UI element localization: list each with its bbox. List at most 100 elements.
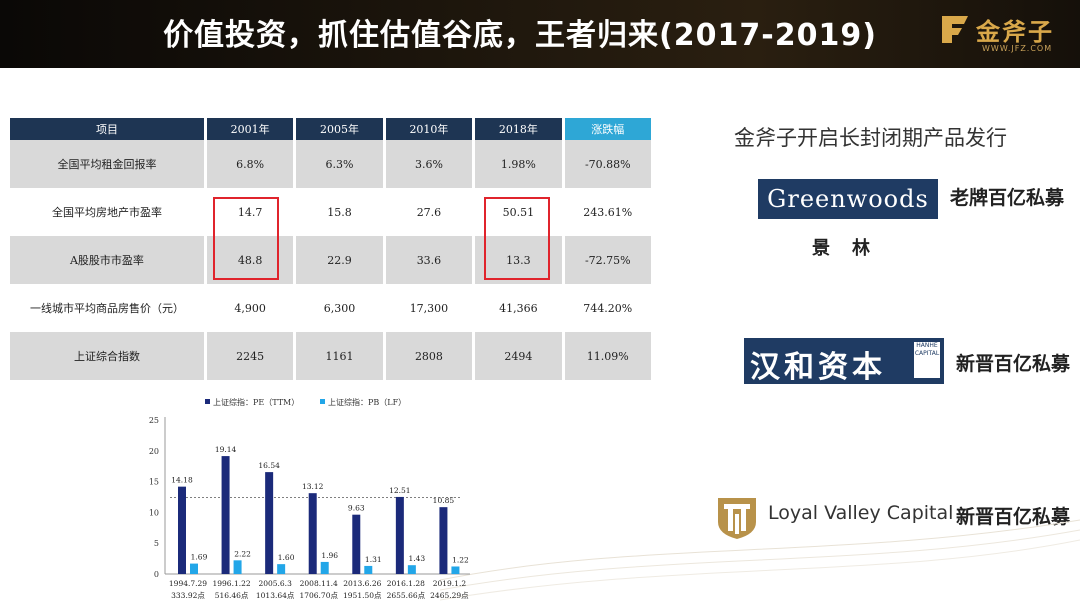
comparison-table: 项目 2001年 2005年 2010年 2018年 涨跌幅 全国平均租金回报率…	[7, 118, 654, 380]
greenwoods-chinese-name: 景林	[812, 238, 892, 259]
table-row: A股股市市盈率 48.8 22.9 33.6 13.3 -72.75%	[10, 236, 651, 284]
legend-entry: 上证综指：PE（TTM）	[213, 397, 299, 407]
chart-bar	[352, 514, 361, 574]
chart-bar	[233, 560, 242, 574]
table-cell: -72.75%	[564, 236, 651, 284]
data-label: 12.51	[389, 486, 410, 495]
table-cell: 27.6	[385, 188, 473, 236]
chart-bar	[308, 493, 317, 574]
data-label: 19.14	[215, 445, 237, 454]
chart-bar	[320, 561, 329, 574]
table-cell: A股股市市盈率	[10, 236, 204, 284]
table-cell: 6,300	[296, 284, 383, 332]
x-tick-label: 2005.6.3	[258, 579, 292, 588]
legend-entry: 上证综指：PB（LF）	[328, 397, 406, 407]
x-tick-sublabel: 2465.29点	[430, 591, 469, 600]
logo-url: WWW.JFZ.COM	[982, 44, 1053, 53]
x-tick-sublabel: 333.92点	[171, 591, 205, 600]
table-cell: 11.09%	[564, 332, 651, 380]
table-cell: 15.8	[296, 188, 383, 236]
column-header: 2005年	[296, 118, 383, 140]
data-label: 1.69	[191, 553, 208, 562]
table-cell: 6.8%	[206, 140, 294, 188]
data-label: 14.18	[171, 476, 193, 485]
chart-bar	[364, 565, 373, 574]
column-header: 涨跌幅	[564, 118, 651, 140]
hanhe-logo-text: 汉和资本	[750, 350, 886, 385]
chart-bar	[221, 456, 230, 574]
x-tick-label: 2013.6.26	[343, 579, 381, 588]
y-tick-label: 20	[149, 447, 159, 456]
chart-bar	[277, 564, 286, 574]
legend-swatch	[205, 399, 210, 404]
y-tick-label: 15	[149, 478, 159, 487]
table-header-row: 项目 2001年 2005年 2010年 2018年 涨跌幅	[10, 118, 651, 140]
loyal-valley-name: Loyal Valley Capital	[768, 502, 954, 524]
table-cell: 一线城市平均商品房售价（元）	[10, 284, 204, 332]
chart-bar	[451, 566, 460, 574]
header-bar: 价值投资，抓住估值谷底，王者归来(2017-2019) 金斧子 WWW.JFZ.…	[0, 0, 1080, 68]
table-cell: 33.6	[385, 236, 473, 284]
table-cell: 全国平均租金回报率	[10, 140, 204, 188]
highlight-box-2018	[484, 197, 550, 280]
chart-bar	[395, 496, 404, 574]
table-row: 全国平均租金回报率 6.8% 6.3% 3.6% 1.98% -70.88%	[10, 140, 651, 188]
table-cell: 2494	[475, 332, 562, 380]
table-cell: 22.9	[296, 236, 383, 284]
fund-label-loyal-valley: 新晋百亿私募	[956, 506, 1071, 528]
legend-swatch	[320, 399, 325, 404]
table-cell: 744.20%	[564, 284, 651, 332]
jfz-logo-icon	[942, 16, 968, 43]
table-row: 全国平均房地产市盈率 14.7 15.8 27.6 50.51 243.61%	[10, 188, 651, 236]
table-cell: 50.51	[475, 188, 562, 236]
x-tick-label: 2019.1.2	[433, 579, 467, 588]
greenwoods-logo: Greenwoods	[758, 179, 938, 219]
data-label: 1.96	[321, 551, 338, 560]
x-tick-sublabel: 1013.64点	[256, 591, 295, 600]
y-tick-label: 25	[149, 416, 159, 425]
column-header: 2018年	[475, 118, 562, 140]
hanhe-capital-logo: 汉和资本 HANHE CAPITAL	[744, 338, 944, 385]
decorative-lines	[440, 519, 1080, 601]
table-cell: 1.98%	[475, 140, 562, 188]
table-cell: 6.3%	[296, 140, 383, 188]
data-label: 1.60	[278, 553, 295, 562]
table-cell: 全国平均房地产市盈率	[10, 188, 204, 236]
data-label: 2.22	[234, 549, 251, 558]
page-title: 价值投资，抓住估值谷底，王者归来(2017-2019)	[163, 18, 877, 53]
x-tick-sublabel: 1706.70点	[299, 591, 338, 600]
column-header: 2001年	[206, 118, 294, 140]
chart-bar	[190, 563, 198, 574]
hanhe-seal: HANHE CAPITAL	[914, 342, 940, 378]
x-tick-sublabel: 1951.50点	[343, 591, 382, 600]
column-header: 项目	[10, 118, 204, 140]
highlight-box-2001	[213, 197, 279, 280]
fund-label-hanhe: 新晋百亿私募	[956, 353, 1071, 375]
data-label: 13.12	[302, 482, 324, 491]
y-tick-label: 5	[154, 539, 159, 548]
table-cell: 41,366	[475, 284, 562, 332]
pe-pb-chart: 上证综指：PE（TTM） 上证综指：PB（LF） 0 5 10 15 20 25 14.18 1.…	[140, 395, 480, 608]
x-tick-label: 2008.11.4	[300, 579, 338, 588]
fund-label-greenwoods: 老牌百亿私募	[950, 187, 1065, 209]
x-tick-sublabel: 516.46点	[215, 591, 249, 600]
jfz-logo: 金斧子 WWW.JFZ.COM	[938, 10, 1073, 58]
chart-bar	[407, 565, 416, 574]
data-label: 9.63	[348, 504, 365, 513]
table-cell: 2245	[206, 332, 294, 380]
table-row: 上证综合指数 2245 1161 2808 2494 11.09%	[10, 332, 651, 380]
x-tick-label: 1994.7.29	[169, 579, 207, 588]
x-tick-sublabel: 2655.66点	[387, 591, 426, 600]
y-tick-label: 10	[149, 508, 159, 517]
pe-pb-chart-svg: 上证综指：PE（TTM） 上证综指：PB（LF） 0 5 10 15 20 25 14.18 1.…	[149, 397, 470, 600]
table-cell: 243.61%	[564, 188, 651, 236]
logo-name: 金斧子	[976, 17, 1054, 46]
table-row: 一线城市平均商品房售价（元） 4,900 6,300 17,300 41,366…	[10, 284, 651, 332]
table-cell: 1161	[296, 332, 383, 380]
column-header: 2010年	[385, 118, 473, 140]
loyal-valley-logo-icon	[718, 498, 756, 539]
data-label: 1.31	[365, 555, 382, 564]
chart-bar	[265, 472, 274, 574]
data-label: 1.22	[452, 555, 469, 564]
table-cell: 2808	[385, 332, 473, 380]
